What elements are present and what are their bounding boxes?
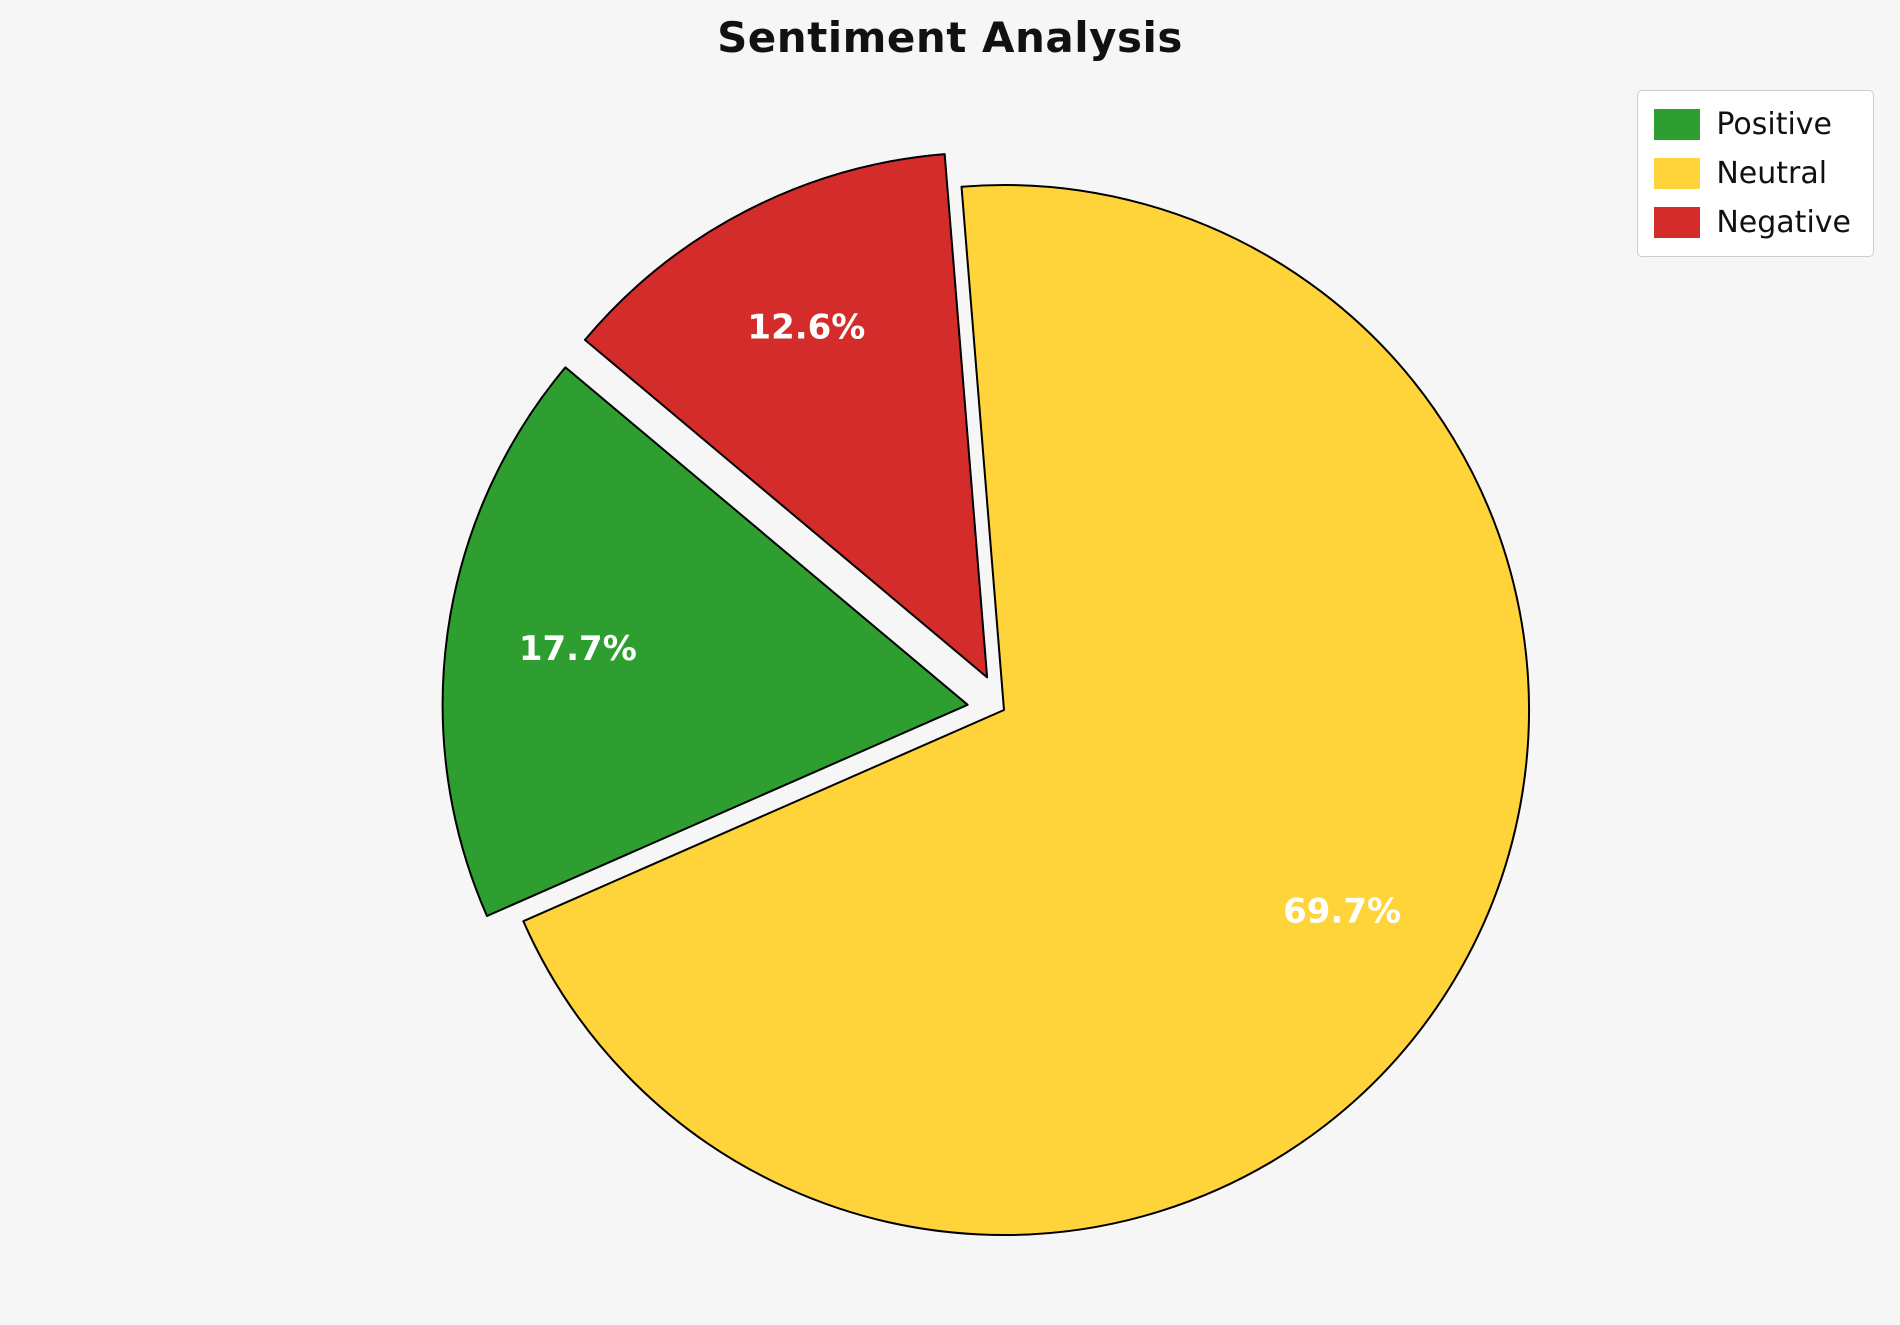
pie-percent-label-positive: 17.7% bbox=[519, 629, 637, 669]
legend-label-positive: Positive bbox=[1716, 107, 1833, 142]
legend-swatch-neutral bbox=[1654, 158, 1701, 189]
legend-item-neutral: Neutral bbox=[1654, 156, 1851, 191]
pie-slice-neutral bbox=[522, 184, 1530, 1236]
legend-swatch-positive bbox=[1654, 109, 1701, 140]
legend-swatch-negative bbox=[1654, 207, 1701, 238]
legend-item-positive: Positive bbox=[1654, 107, 1851, 142]
pie-slice-negative bbox=[583, 153, 989, 679]
legend: Positive Neutral Negative bbox=[1637, 90, 1874, 257]
legend-item-negative: Negative bbox=[1654, 205, 1851, 240]
pie-percent-label-neutral: 69.7% bbox=[1283, 892, 1401, 932]
legend-label-neutral: Neutral bbox=[1716, 156, 1828, 191]
chart-title: Sentiment Analysis bbox=[717, 13, 1183, 62]
legend-label-negative: Negative bbox=[1716, 205, 1851, 240]
pie-slice-positive bbox=[441, 366, 969, 917]
pie-percent-label-negative: 12.6% bbox=[747, 308, 865, 348]
